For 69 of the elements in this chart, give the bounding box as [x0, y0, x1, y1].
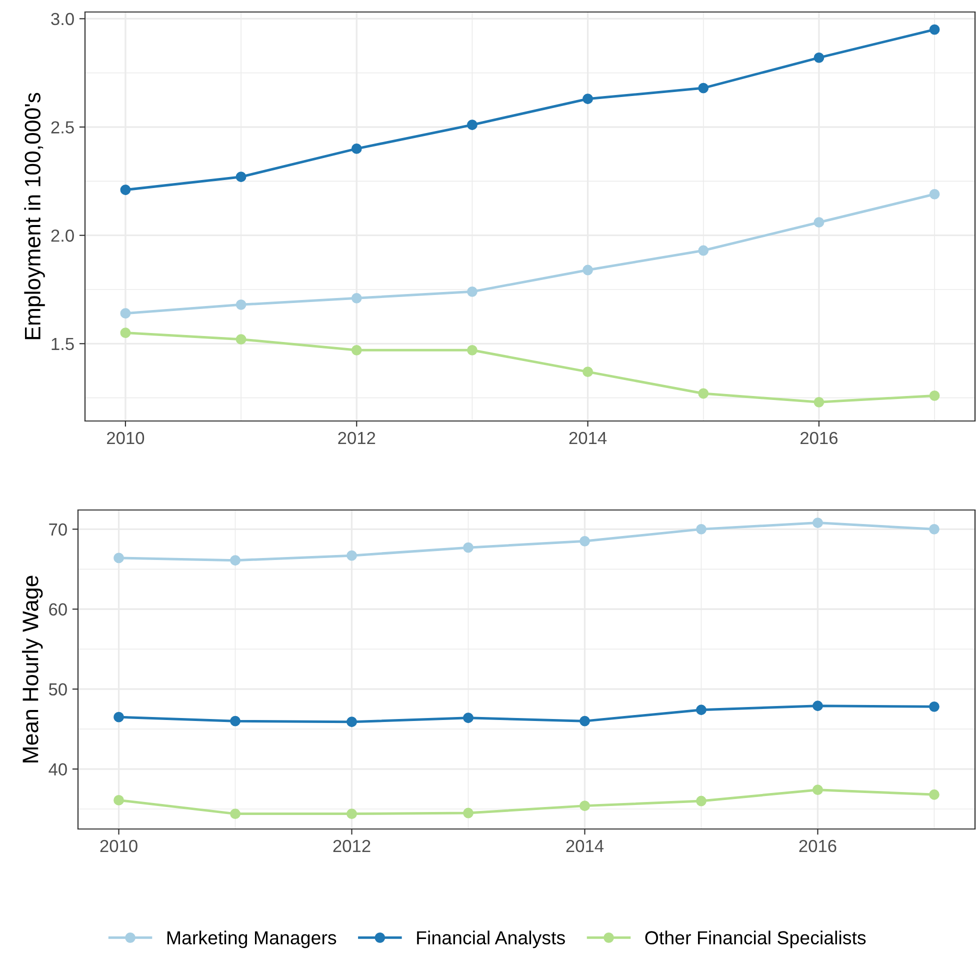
point [582, 264, 593, 276]
point [463, 542, 474, 553]
point [814, 52, 824, 63]
legend-label: Marketing Managers [167, 930, 336, 948]
point [929, 390, 940, 401]
x-tick-label: 2012 [333, 840, 370, 852]
point [351, 292, 362, 304]
x-tick-label: 2014 [566, 840, 604, 852]
point [120, 328, 131, 338]
point [929, 789, 940, 800]
point [236, 334, 246, 345]
y-tick-label: 60 [49, 603, 67, 616]
point [582, 366, 593, 378]
point [120, 308, 131, 319]
x-tick-label: 2012 [338, 432, 376, 444]
point [463, 712, 474, 724]
x-tick-label: 2010 [100, 840, 138, 852]
point [230, 808, 240, 820]
point [346, 550, 357, 561]
point [580, 536, 590, 546]
point [467, 286, 478, 297]
point [582, 94, 593, 104]
x-tick-label: 2014 [569, 432, 607, 444]
y-axis-title: Mean Hourly Wage [22, 576, 43, 762]
x-tick-label: 2010 [107, 432, 144, 444]
point [236, 172, 246, 182]
point [814, 396, 824, 408]
y-tick-label: 2.5 [51, 121, 74, 134]
point [346, 716, 357, 728]
y-tick-label: 50 [48, 683, 67, 696]
point [114, 795, 124, 806]
point [812, 700, 823, 712]
point [114, 552, 124, 564]
point [580, 716, 590, 726]
point [230, 716, 240, 726]
point [467, 120, 478, 130]
point [351, 143, 362, 154]
legend-label: Other Financial Specialists [645, 930, 866, 948]
point [351, 344, 362, 356]
x-tick-label: 2016 [799, 840, 836, 852]
point [929, 524, 940, 534]
point [929, 24, 940, 35]
y-tick-label: 70 [49, 523, 67, 536]
point [929, 188, 940, 200]
point [696, 524, 706, 534]
y-tick-label: 2.0 [51, 230, 74, 242]
point [230, 555, 240, 566]
point [698, 245, 709, 256]
legend-label: Financial Analysts [417, 930, 565, 948]
point [814, 217, 824, 228]
point [120, 184, 131, 196]
y-tick-label: 3.0 [51, 12, 74, 26]
x-tick-label: 2016 [800, 432, 838, 444]
point [812, 784, 823, 796]
point [236, 299, 246, 310]
point [696, 796, 706, 806]
point [580, 800, 590, 812]
y-tick-label: 1.5 [52, 338, 74, 350]
point [346, 808, 357, 820]
point [698, 82, 709, 94]
point [463, 808, 474, 818]
point [812, 518, 823, 528]
point [929, 701, 940, 712]
point [696, 704, 706, 716]
y-tick-label: 40 [48, 763, 67, 776]
point [698, 388, 709, 399]
y-axis-title: Employment in 100,000's [24, 92, 45, 340]
point [467, 344, 478, 356]
point [114, 712, 124, 722]
